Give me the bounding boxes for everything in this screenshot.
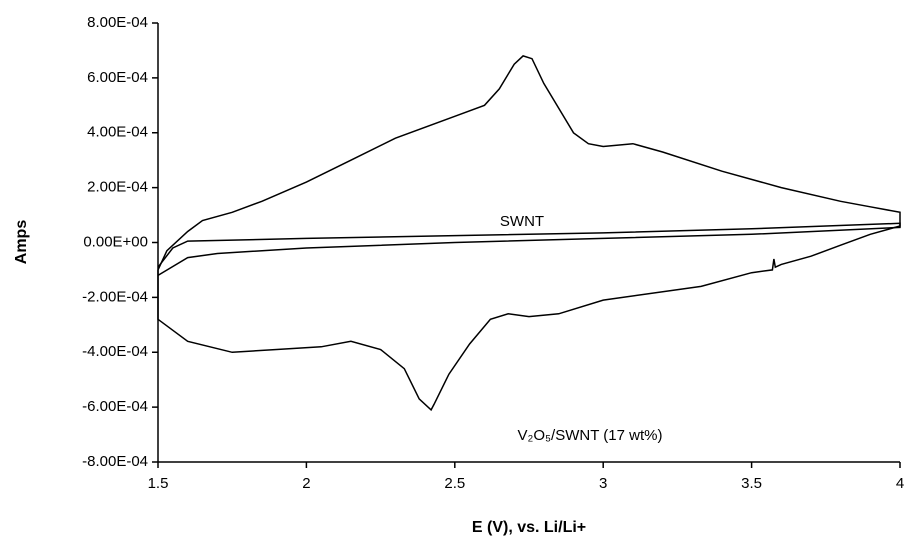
y-tick-label: 6.00E-04 (87, 69, 148, 86)
x-tick-label: 3.5 (741, 475, 762, 492)
y-tick-label: -4.00E-04 (82, 343, 148, 360)
y-tick-label: 8.00E-04 (87, 14, 148, 31)
series-line (157, 222, 901, 277)
x-tick-label: 2.5 (444, 475, 465, 492)
x-tick-label: 4 (896, 475, 904, 492)
y-tick-label: -8.00E-04 (82, 453, 148, 470)
y-tick-label: 4.00E-04 (87, 124, 148, 141)
y-axis-label: Amps (13, 220, 30, 265)
y-tick-label: -6.00E-04 (82, 398, 148, 415)
annotation: SWNT (500, 213, 544, 230)
x-tick-label: 1.5 (148, 475, 169, 492)
annotation: V₂O₅/SWNT (17 wt%) (518, 427, 663, 444)
series-line (157, 55, 901, 412)
y-tick-label: -2.00E-04 (82, 288, 148, 305)
x-tick-label: 2 (302, 475, 310, 492)
y-tick-label: 0.00E+00 (83, 233, 148, 250)
y-tick-label: 2.00E-04 (87, 179, 148, 196)
x-tick-label: 3 (599, 475, 607, 492)
x-axis-label: E (V), vs. Li/Li+ (472, 519, 586, 536)
